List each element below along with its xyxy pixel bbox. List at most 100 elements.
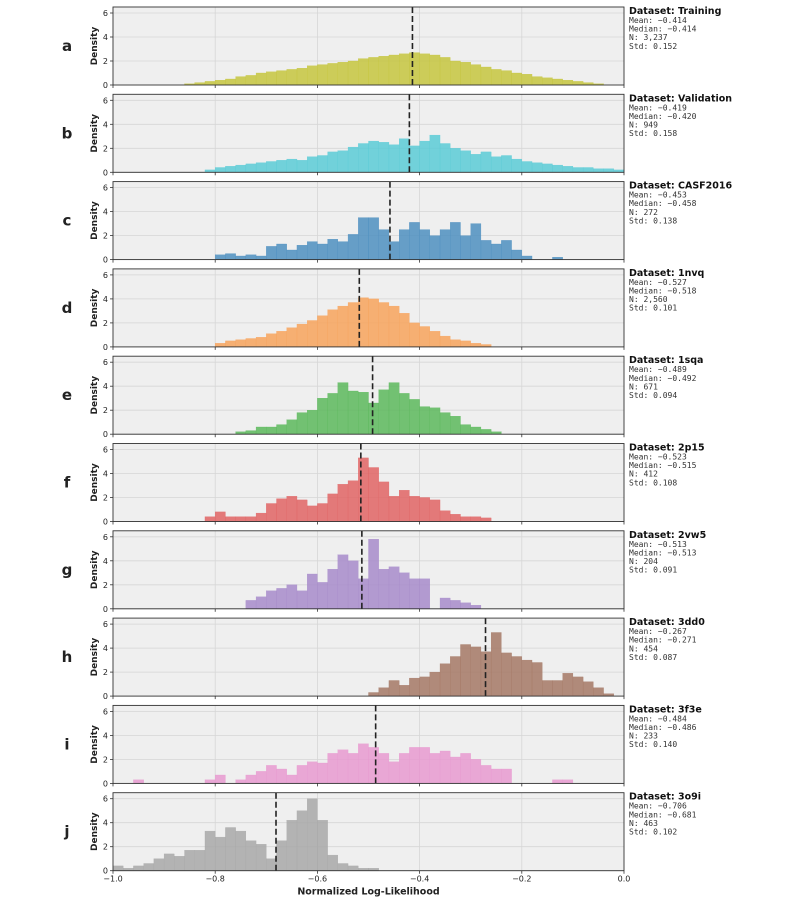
histogram-bar (307, 320, 318, 348)
histogram-bar (378, 481, 390, 522)
histogram-bar (388, 496, 400, 522)
histogram-bar (337, 305, 349, 348)
dataset-stat: N: 671 (629, 382, 658, 391)
histogram-bar (450, 756, 461, 784)
y-tick-label: 2 (103, 581, 108, 590)
histogram-bar (439, 750, 451, 784)
histogram-bar (276, 840, 287, 871)
histogram-bar (276, 768, 287, 784)
panel-frame (112, 181, 625, 261)
histogram-bar (266, 333, 277, 348)
histogram-bar (225, 340, 236, 348)
histogram-bar (215, 167, 226, 173)
histogram-bar (286, 419, 298, 435)
histogram-bar (174, 856, 185, 871)
histogram-bar (409, 322, 420, 348)
histogram-bar (307, 798, 318, 871)
histogram-bar (490, 69, 502, 86)
histogram-bar (388, 566, 400, 609)
histogram-bar (521, 161, 533, 173)
histogram-bar (347, 302, 359, 348)
histogram-bar (378, 389, 390, 435)
histogram-bar (378, 56, 390, 86)
histogram-bar (235, 164, 247, 173)
histogram-bar (112, 865, 124, 871)
x-tick-label: 0.0 (618, 875, 631, 884)
histogram-bar (337, 749, 349, 784)
histogram-bar (276, 331, 287, 348)
dataset-stat: Median: −0.414 (629, 25, 697, 34)
histogram-bar (266, 590, 277, 609)
histogram-bar (296, 245, 308, 260)
y-axis-label: Density (90, 27, 100, 66)
dataset-stat: N: 233 (629, 732, 658, 741)
y-tick-label: 0 (103, 779, 108, 788)
histogram-bar (531, 76, 543, 86)
histogram-bar (490, 156, 502, 173)
y-axis-label: Density (90, 201, 100, 240)
panel-letter: c (63, 212, 72, 230)
histogram-bar (163, 853, 175, 871)
histogram-bar (235, 830, 247, 871)
histogram-bar (409, 747, 420, 784)
histogram-bar (255, 337, 267, 348)
y-tick-label: 2 (103, 843, 108, 852)
histogram-bar (399, 229, 410, 260)
histogram-bar (501, 768, 512, 784)
dataset-title: Dataset: Training (629, 6, 721, 17)
dataset-stat: Mean: −0.484 (629, 714, 687, 723)
histogram-bar (490, 768, 502, 784)
histogram-bar (347, 560, 359, 609)
histogram-bar (266, 246, 277, 260)
y-tick-label: 4 (103, 33, 108, 42)
dataset-title: Dataset: 1sqa (629, 355, 703, 366)
panel-letter: e (62, 386, 72, 404)
dataset-stat: Std: 0.140 (629, 740, 677, 749)
histogram-bar (255, 596, 267, 609)
histogram-bar (388, 761, 400, 784)
histogram-bar (368, 140, 379, 173)
y-tick-label: 6 (103, 9, 108, 18)
histogram-bar (215, 343, 226, 348)
y-tick-label: 6 (103, 96, 108, 105)
x-axis-label: Normalized Log-Likelihood (297, 887, 439, 898)
histogram-bar (399, 753, 410, 784)
histogram-bar (307, 505, 318, 522)
histogram-bar (215, 254, 226, 260)
histogram-bar (399, 490, 410, 522)
histogram-bar (572, 167, 584, 173)
dataset-stat: Std: 0.101 (629, 304, 677, 313)
dataset-stat: Std: 0.102 (629, 828, 677, 837)
histogram-bar (593, 168, 604, 173)
histogram-bar (337, 863, 349, 871)
histogram-bar (419, 53, 430, 86)
histogram-bar (429, 235, 441, 260)
histogram-bar (409, 222, 420, 260)
histogram-bar (317, 243, 328, 260)
histogram-bar (307, 156, 318, 173)
histogram-bar (552, 164, 563, 173)
y-axis-label: Density (90, 812, 100, 851)
histogram-bar (204, 81, 216, 86)
histogram-bar (480, 240, 492, 260)
histogram-bar (388, 680, 400, 697)
histogram-bar (347, 390, 359, 435)
histogram-bar (296, 499, 308, 522)
histogram-bar (245, 600, 257, 609)
dataset-title: Dataset: CASF2016 (629, 181, 732, 192)
histogram-bar (460, 62, 471, 86)
histogram-bar (215, 836, 226, 871)
histogram-bar (521, 255, 533, 260)
histogram-bar (480, 66, 492, 86)
histogram-bar (317, 820, 328, 871)
histogram-bar (399, 685, 410, 697)
histogram-bar (276, 243, 287, 260)
histogram-bar (286, 774, 298, 784)
histogram-bar (215, 80, 226, 86)
y-axis-label: Density (90, 550, 100, 589)
dataset-stat: Mean: −0.414 (629, 16, 687, 25)
histogram-bar (307, 241, 318, 260)
